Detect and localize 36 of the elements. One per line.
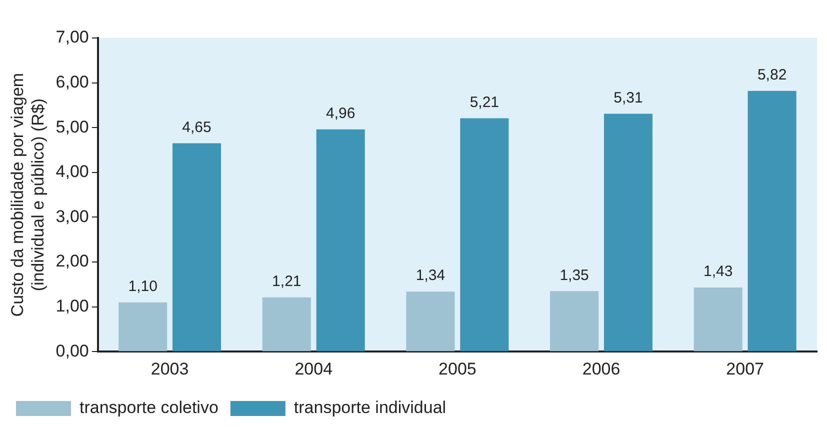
- y-tick-label: 0,00: [56, 341, 89, 360]
- data-label: 4,65: [182, 118, 212, 136]
- bar: [118, 302, 168, 352]
- data-label: 5,82: [757, 66, 787, 84]
- y-tick-label: 1,00: [56, 296, 89, 316]
- x-tick-label: 2007: [726, 359, 764, 378]
- data-label: 5,31: [614, 89, 643, 106]
- data-label: 1,43: [704, 263, 733, 280]
- bar: [172, 143, 222, 352]
- data-label: 1,10: [128, 278, 158, 295]
- bar: [550, 291, 599, 352]
- y-axis-title: Custo da mobilidade por viagem (individual e público) (R$): [8, 72, 48, 317]
- data-label: 4,96: [326, 105, 356, 122]
- x-tick-label: 2006: [582, 359, 620, 378]
- data-label: 1,35: [560, 266, 589, 284]
- y-tick-label: 3,00: [56, 206, 89, 226]
- data-label: 1,21: [272, 273, 302, 290]
- bar: [748, 90, 796, 352]
- y-tick-label: 7,00: [56, 28, 89, 47]
- data-label: 1,34: [416, 267, 446, 284]
- bar: [262, 297, 311, 352]
- y-tick-label: 4,00: [56, 162, 89, 182]
- bar: [604, 114, 653, 352]
- legend-label: transporte individual: [294, 398, 446, 418]
- x-tick-label: 2005: [438, 359, 476, 378]
- bar: [460, 118, 509, 352]
- y-tick-label: 6,00: [56, 72, 89, 92]
- x-tick-label: 2003: [150, 359, 189, 378]
- y-tick-label: 5,00: [56, 117, 89, 136]
- legend-label: transporte coletivo: [80, 398, 218, 418]
- y-tick-label: 2,00: [56, 252, 89, 271]
- x-tick-label: 2004: [294, 359, 333, 378]
- data-label: 5,21: [470, 94, 500, 111]
- bar: [694, 288, 742, 352]
- bar: [406, 292, 455, 352]
- bar: [316, 129, 365, 352]
